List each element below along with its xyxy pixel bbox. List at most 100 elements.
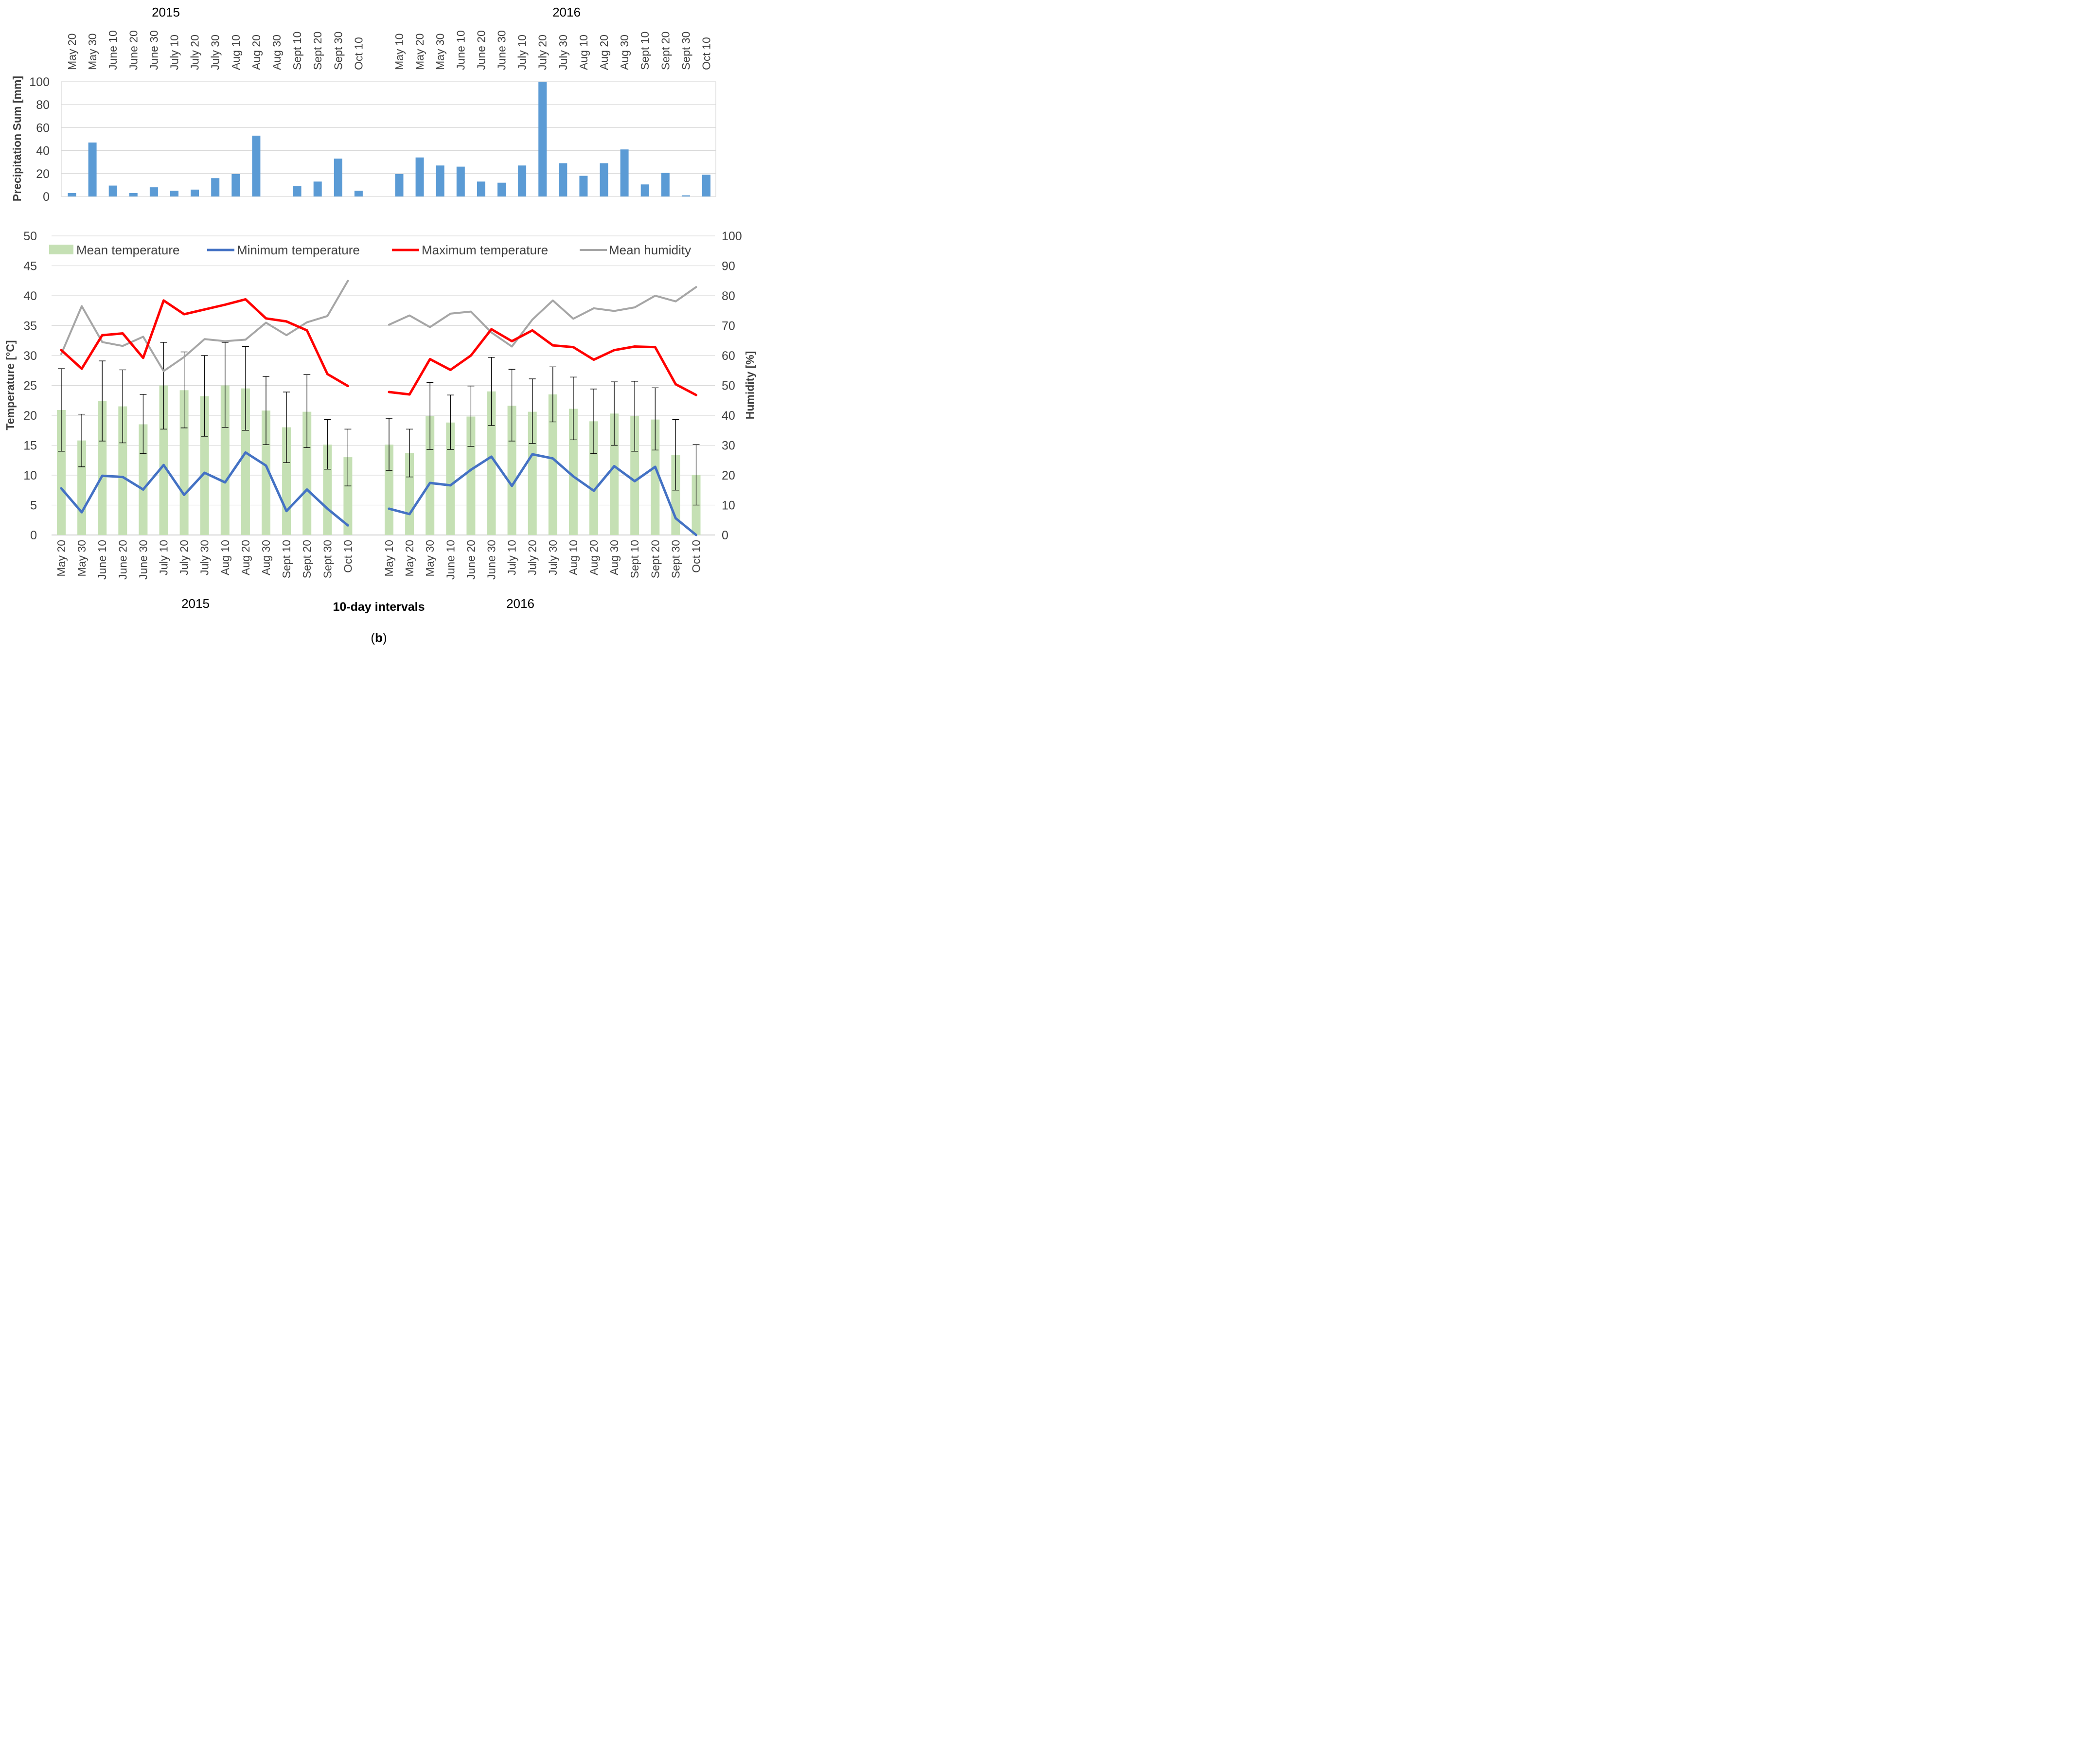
legend-minimum-temperature-label: Minimum temperature — [237, 243, 360, 257]
caption-letter: b — [375, 630, 383, 645]
mean-temp-bar-2015-oct-10 — [343, 457, 353, 535]
temp-x-tick-2016-july-20: July 20 — [526, 540, 539, 575]
legend-mean-humidity-label: Mean humidity — [609, 243, 691, 257]
humidity-y-tick: 0 — [722, 529, 728, 542]
mean-temp-bar-2016-aug-30 — [610, 413, 619, 535]
temp-year-label-2016: 2016 — [506, 596, 534, 611]
precip-x-tick-2015-sept-20: Sept 20 — [311, 32, 324, 70]
precip-bar-2016-oct-10 — [702, 175, 710, 196]
precip-year-label-2015: 2015 — [152, 5, 180, 19]
error-bar-2015-may-20 — [58, 368, 65, 452]
precip-bar-2015-may-30 — [88, 143, 97, 196]
precip-x-tick-2015-sept-30: Sept 30 — [332, 32, 344, 70]
precip-x-tick-2016-may-30: May 30 — [434, 34, 446, 70]
error-bar-2015-aug-30 — [263, 376, 269, 445]
precip-y-tick: 0 — [43, 190, 50, 204]
mean-temp-bar-2016-sept-20 — [651, 419, 660, 535]
precip-y-tick: 80 — [36, 98, 50, 112]
precip-x-tick-2015-aug-20: Aug 20 — [250, 35, 263, 70]
precip-bar-2015-aug-10 — [231, 174, 240, 196]
temperature-humidity-lines — [60, 280, 697, 536]
error-bar-2016-june-10 — [447, 394, 454, 450]
precip-x-tick-labels: May 20 May 30 June 10 June 20 June 30 July 10… — [66, 30, 713, 70]
precip-x-tick-2016-aug-10: Aug 10 — [577, 35, 590, 70]
humidity-y-tick: 40 — [722, 409, 735, 423]
mean-temp-bar-2016-aug-10 — [568, 409, 578, 535]
precip-y-tick: 60 — [36, 121, 50, 135]
temp-y-tick: 25 — [23, 379, 37, 393]
temp-x-tick-2015-may-30: May 30 — [75, 540, 88, 576]
temp-x-tick-2016-sept-20: Sept 20 — [649, 540, 661, 578]
precip-x-tick-2016-sept-10: Sept 10 — [639, 32, 651, 70]
mean-temp-bar-2016-aug-20 — [589, 421, 598, 535]
precip-x-tick-2015-june-30: June 30 — [147, 30, 160, 70]
error-bar-2015-june-30 — [140, 394, 147, 454]
mean-temp-bar-2016-july-20 — [528, 411, 537, 535]
precip-bar-2016-aug-30 — [620, 149, 629, 196]
precip-bar-2015-july-20 — [191, 189, 199, 196]
error-bar-2016-aug-30 — [611, 381, 618, 446]
mean-temp-bar-2015-june-10 — [98, 401, 107, 535]
temp-x-tick-2015-sept-30: Sept 30 — [321, 540, 334, 578]
temp-x-tick-2015-june-10: June 10 — [96, 540, 108, 580]
caption-close-paren: ) — [383, 630, 387, 645]
precip-bar-2015-oct-10 — [354, 191, 363, 196]
min-temp-line-2015 — [60, 451, 349, 527]
temp-y-tick: 50 — [23, 230, 37, 243]
temp-x-tick-2015-june-20: June 20 — [116, 540, 129, 580]
temp-x-tick-2016-june-10: June 10 — [444, 540, 457, 580]
temp-x-tick-2016-may-30: May 30 — [424, 540, 436, 576]
legend-maximum-temperature-label: Maximum temperature — [422, 243, 548, 257]
precip-x-tick-2015-july-20: July 20 — [189, 35, 201, 70]
mean-temperature-bars — [57, 385, 701, 535]
error-bar-2016-aug-10 — [569, 376, 577, 441]
precip-bar-2016-sept-10 — [640, 184, 649, 196]
precip-bar-2015-june-30 — [149, 187, 158, 196]
precip-x-tick-2016-aug-20: Aug 20 — [598, 35, 610, 70]
mean-temperature-error-bars — [58, 342, 700, 506]
temp-x-tick-labels: May 20 May 30 June 10 June 20 June 30 July 10… — [55, 540, 703, 580]
precip-x-tick-2016-may-20: May 20 — [413, 34, 426, 70]
temp-x-tick-2015-june-30: June 30 — [137, 540, 149, 580]
precip-x-tick-2015-aug-30: Aug 30 — [270, 35, 283, 70]
precip-year-label-2016: 2016 — [552, 5, 581, 19]
error-bar-2016-may-30 — [426, 382, 434, 450]
temp-y-axis-title: Temperature [°C] — [4, 340, 17, 430]
precip-bar-2016-may-20 — [415, 157, 424, 196]
temp-y-tick: 10 — [23, 469, 37, 482]
error-bar-2016-july-30 — [549, 366, 556, 423]
precip-x-tick-2015-sept-10: Sept 10 — [291, 32, 303, 70]
humidity-y-tick: 80 — [722, 289, 735, 303]
temp-x-tick-2015-aug-10: Aug 10 — [219, 540, 231, 575]
error-bar-2015-july-20 — [180, 351, 188, 428]
precip-x-tick-2015-june-10: June 10 — [106, 30, 119, 70]
humidity-y-tick: 10 — [722, 499, 735, 513]
precip-x-tick-2016-july-30: July 30 — [557, 35, 569, 70]
precip-x-tick-2016-sept-20: Sept 20 — [659, 32, 672, 70]
precip-bar-2015-may-20 — [68, 193, 76, 196]
precip-x-tick-2015-july-30: July 30 — [209, 35, 222, 70]
temp-x-tick-2016-oct-10: Oct 10 — [690, 540, 703, 573]
temp-left-tick-labels: 0 5 10 15 20 25 30 35 40 45 50 — [23, 230, 37, 542]
error-bar-2016-sept-30 — [672, 419, 679, 491]
temp-y-tick: 5 — [30, 499, 37, 513]
temp-y-tick: 0 — [30, 529, 37, 542]
climate-chart: 2015 2016 May 20 May 30 June 10 June 20 June… — [4, 5, 756, 645]
error-bar-2016-aug-20 — [590, 389, 597, 454]
temp-x-tick-2015-july-20: July 20 — [178, 540, 191, 575]
precip-bar-2016-june-10 — [456, 166, 465, 196]
precip-y-axis-title: Precipitation Sum [mm] — [11, 76, 23, 201]
humidity-y-axis-title: Humidity [%] — [744, 351, 756, 420]
error-bar-2015-june-20 — [119, 369, 126, 444]
temp-x-tick-2016-may-10: May 10 — [383, 540, 395, 576]
temp-y-tick: 20 — [23, 409, 37, 423]
precip-x-tick-2015-june-20: June 20 — [127, 30, 140, 70]
mean-temp-bar-2015-aug-30 — [262, 410, 270, 535]
mean-temp-bar-2015-july-10 — [159, 385, 168, 535]
error-bar-2015-oct-10 — [344, 428, 352, 486]
temp-x-tick-2016-sept-30: Sept 30 — [669, 540, 682, 578]
precip-x-tick-2015-july-10: July 10 — [168, 35, 181, 70]
temp-year-label-2015: 2015 — [181, 596, 210, 611]
precip-y-tick: 100 — [29, 75, 50, 89]
temp-x-tick-2015-sept-10: Sept 10 — [280, 540, 293, 578]
